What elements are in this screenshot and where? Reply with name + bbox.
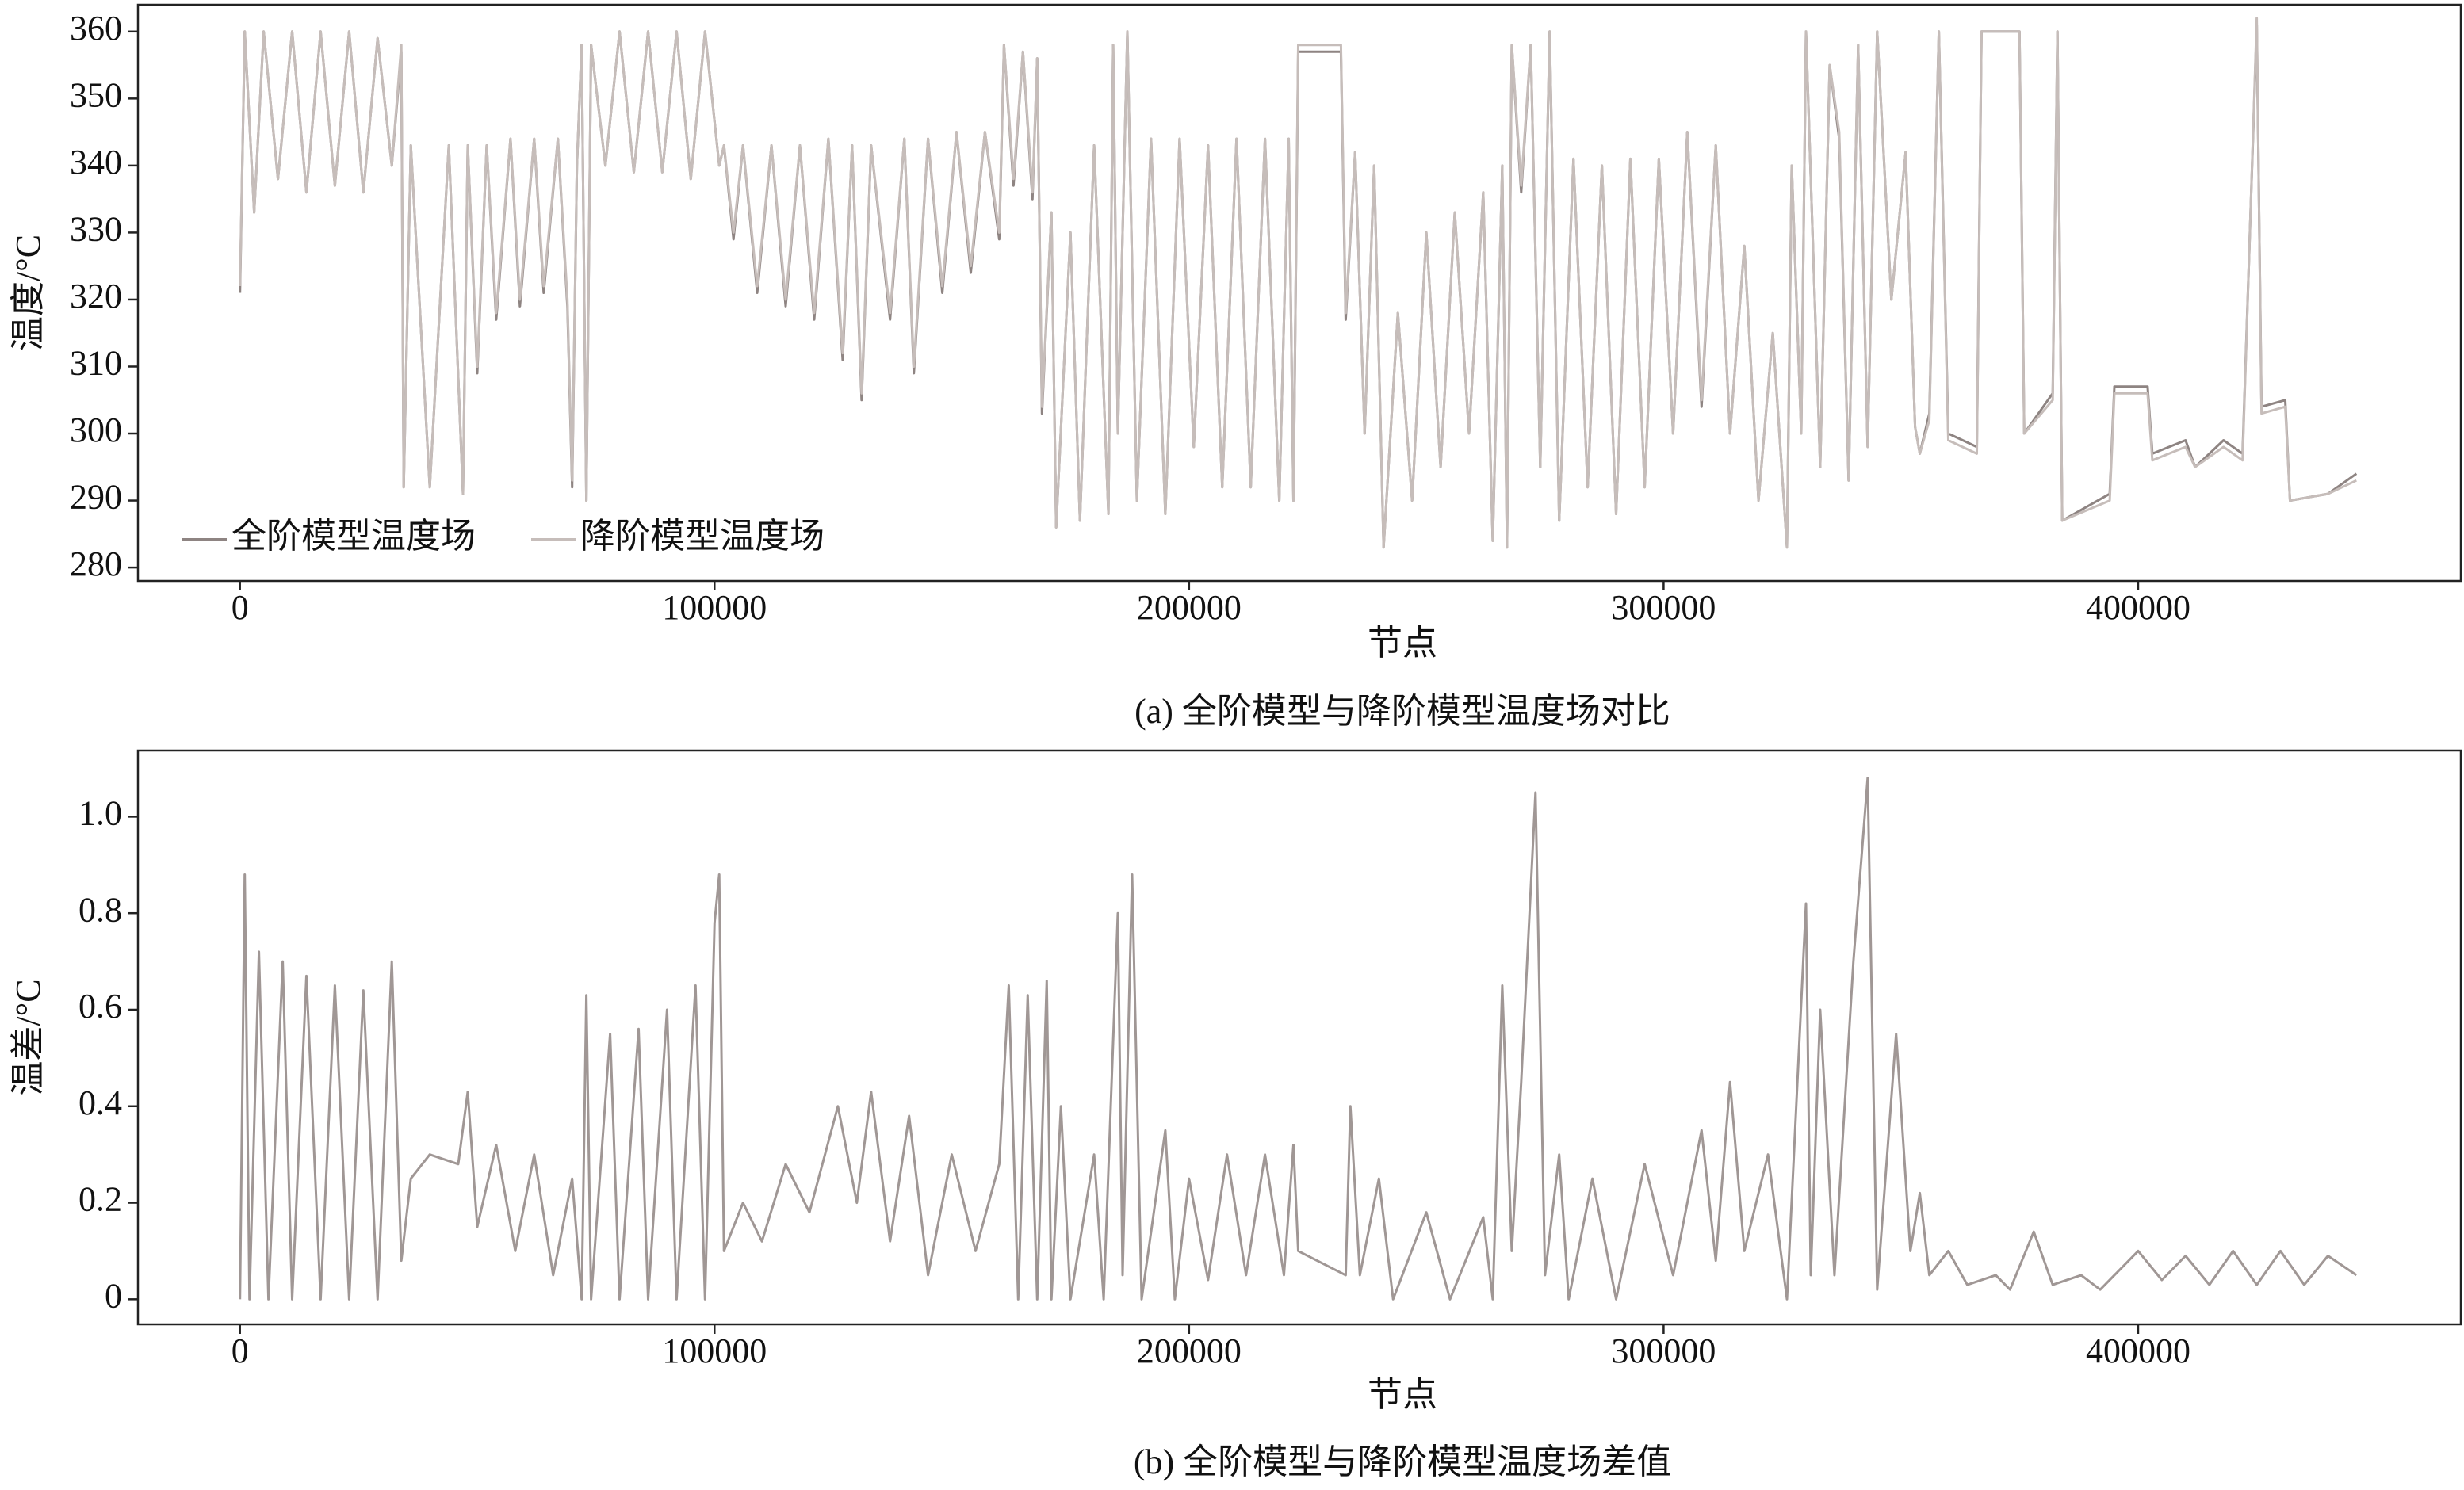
x-axis-label: 节点 [1368,1375,1437,1414]
series-group [239,777,2358,1301]
y-tick-label: 0.6 [78,987,122,1026]
y-tick-label: 290 [70,478,122,517]
x-tick-label: 200000 [1137,1331,1242,1370]
x-axis-label: 节点 [1368,624,1437,663]
x-tick-label: 0 [231,1331,249,1370]
y-axis-label: 温差/°C [9,979,48,1095]
y-tick-label: 330 [70,210,122,249]
x-tick-label: 100000 [662,1331,767,1370]
y-tick-label: 0.2 [78,1180,122,1219]
y-tick-label: 340 [70,143,122,181]
y-tick-label: 360 [70,9,122,48]
caption: (a) 全阶模型与降阶模型温度场对比 [1134,692,1670,731]
axes-frame [136,749,2462,1326]
y-tick-label: 350 [70,75,122,114]
caption: (b) 全阶模型与降阶模型温度场差值 [1134,1442,1671,1481]
legend-label: 降阶模型温度场 [580,517,825,556]
x-tick-label: 0 [231,588,249,627]
y-axis-label: 温度/°C [9,235,48,351]
y-tick-label: 1.0 [78,794,122,833]
x-tick-label: 400000 [2086,1331,2190,1370]
x-tick-label: 300000 [1611,1331,1716,1370]
plot-area: 0 100000 200000 300000 400000 280 290 300 310 320… [9,3,2462,731]
plot-area: 0 100000 200000 300000 400000 0 0.2 0.4 0.6 0.8 1.… [9,749,2462,1481]
data-line [239,777,2358,1301]
x-tick-label: 300000 [1611,588,1716,627]
x-tick-label: 100000 [662,588,767,627]
x-tick-label: 200000 [1137,588,1242,627]
y-tick-label: 320 [70,277,122,315]
axes-frame [136,3,2462,583]
y-tick-label: 310 [70,344,122,383]
data-line [239,17,2357,549]
series-group [239,17,2358,549]
legend-label: 全阶模型温度场 [231,517,476,556]
y-tick-label: 300 [70,411,122,449]
y-tick-label: 0.4 [78,1083,122,1122]
x-tick-label: 400000 [2086,588,2190,627]
legend: 全阶模型温度场 降阶模型温度场 [182,517,825,556]
y-tick-label: 0.8 [78,890,122,929]
y-tick-label: 280 [70,544,122,583]
y-tick-label: 0 [105,1276,122,1315]
